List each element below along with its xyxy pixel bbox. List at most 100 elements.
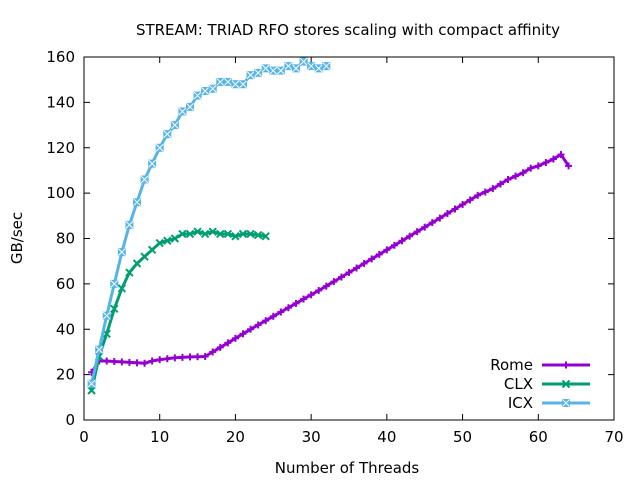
data-point-rome bbox=[148, 357, 156, 365]
data-point-rome bbox=[178, 353, 186, 361]
data-point-rome bbox=[557, 151, 565, 159]
data-point-rome bbox=[466, 196, 474, 204]
marker-stroke bbox=[140, 252, 149, 261]
data-point-rome bbox=[330, 278, 338, 286]
marker-stroke bbox=[231, 80, 240, 89]
data-point-rome bbox=[277, 308, 285, 316]
legend-item-icx: ICX bbox=[508, 394, 590, 412]
marker-stroke bbox=[95, 345, 103, 354]
marker-stroke bbox=[163, 236, 172, 245]
legend-item-clx: CLX bbox=[504, 375, 590, 393]
marker-stroke bbox=[102, 311, 111, 320]
marker-stroke bbox=[253, 230, 263, 240]
x-axis-title: Number of Threads bbox=[275, 459, 420, 477]
plot-area bbox=[83, 56, 615, 421]
marker-stroke bbox=[148, 159, 156, 168]
legend-label-clx: CLX bbox=[504, 375, 533, 393]
data-point-icx bbox=[117, 248, 126, 257]
marker-stroke bbox=[314, 64, 323, 73]
marker-stroke bbox=[208, 84, 217, 93]
data-point-rome bbox=[504, 176, 512, 184]
marker-stroke bbox=[87, 379, 96, 388]
data-point-icx bbox=[87, 379, 96, 388]
data-point-rome bbox=[156, 356, 164, 364]
data-point-rome bbox=[231, 334, 239, 342]
data-point-rome bbox=[451, 205, 459, 213]
data-point-rome bbox=[474, 191, 482, 199]
legend-item-rome: Rome bbox=[490, 356, 590, 374]
data-point-icx bbox=[148, 159, 157, 168]
data-point-clx bbox=[132, 259, 142, 268]
x-tick-label: 40 bbox=[377, 428, 396, 446]
data-point-icx bbox=[155, 143, 164, 152]
data-point-clx bbox=[125, 268, 134, 277]
marker-stroke bbox=[185, 229, 195, 239]
data-point-rome bbox=[186, 353, 194, 361]
data-point-rome bbox=[436, 214, 444, 222]
data-point-rome bbox=[247, 325, 255, 333]
data-point-icx bbox=[170, 121, 179, 130]
x-tick-label: 0 bbox=[79, 428, 89, 446]
marker-stroke bbox=[208, 227, 217, 236]
marker-stroke bbox=[102, 329, 111, 338]
y-tick-label: 120 bbox=[46, 139, 75, 157]
marker-stroke bbox=[117, 284, 127, 293]
legend-marker-clx bbox=[561, 379, 571, 389]
marker-stroke bbox=[231, 232, 240, 241]
marker-stroke bbox=[239, 80, 247, 89]
y-tick-label: 0 bbox=[65, 411, 75, 429]
legend-label-rome: Rome bbox=[490, 356, 533, 374]
data-point-clx bbox=[110, 304, 119, 314]
y-axis: 0 20 40 60 80 100 120 140 160 bbox=[46, 48, 614, 429]
data-point-clx bbox=[163, 236, 172, 245]
x-tick-label: 10 bbox=[150, 428, 169, 446]
marker-stroke bbox=[110, 304, 119, 314]
data-point-rome bbox=[262, 317, 270, 325]
y-axis-title: GB/sec bbox=[8, 212, 26, 264]
data-point-rome bbox=[284, 304, 292, 312]
legend-marker-icx bbox=[562, 399, 570, 407]
data-point-rome bbox=[421, 223, 429, 231]
marker-stroke bbox=[155, 238, 164, 248]
data-point-rome bbox=[549, 155, 557, 163]
marker-stroke bbox=[178, 229, 187, 239]
x-tick-label: 70 bbox=[604, 428, 623, 446]
data-point-icx bbox=[307, 62, 316, 71]
data-point-rome bbox=[163, 355, 171, 363]
data-point-rome bbox=[534, 162, 542, 170]
data-point-rome bbox=[459, 200, 467, 208]
data-point-rome bbox=[315, 286, 323, 294]
data-point-rome bbox=[300, 295, 308, 303]
y-tick-label: 160 bbox=[46, 48, 75, 66]
data-point-icx bbox=[133, 198, 141, 207]
data-point-rome bbox=[368, 255, 376, 263]
y-tick-label: 20 bbox=[56, 366, 75, 384]
y-tick-label: 80 bbox=[56, 230, 75, 248]
marker-stroke bbox=[163, 130, 172, 138]
data-point-clx bbox=[231, 232, 240, 241]
marker-stroke bbox=[147, 245, 157, 255]
data-point-rome bbox=[171, 354, 179, 362]
marker-stroke bbox=[178, 107, 187, 116]
data-point-rome bbox=[292, 299, 300, 307]
x-tick-label: 20 bbox=[226, 428, 245, 446]
data-point-rome bbox=[519, 169, 527, 177]
marker-stroke bbox=[261, 64, 270, 73]
data-point-rome bbox=[527, 164, 535, 172]
marker-stroke bbox=[125, 268, 134, 277]
data-point-rome bbox=[345, 269, 353, 277]
marker-stroke bbox=[307, 62, 315, 70]
data-point-clx bbox=[223, 229, 233, 239]
series-clx bbox=[87, 227, 270, 395]
series-icx bbox=[87, 57, 331, 388]
data-point-clx bbox=[117, 284, 127, 293]
data-point-rome bbox=[307, 291, 315, 299]
y-tick-label: 140 bbox=[46, 93, 75, 111]
marker-stroke bbox=[87, 386, 96, 395]
data-point-rome bbox=[413, 228, 421, 236]
data-point-rome bbox=[239, 330, 247, 338]
y-tick-label: 60 bbox=[56, 275, 75, 293]
marker-stroke bbox=[200, 229, 210, 239]
data-point-rome bbox=[353, 264, 361, 272]
